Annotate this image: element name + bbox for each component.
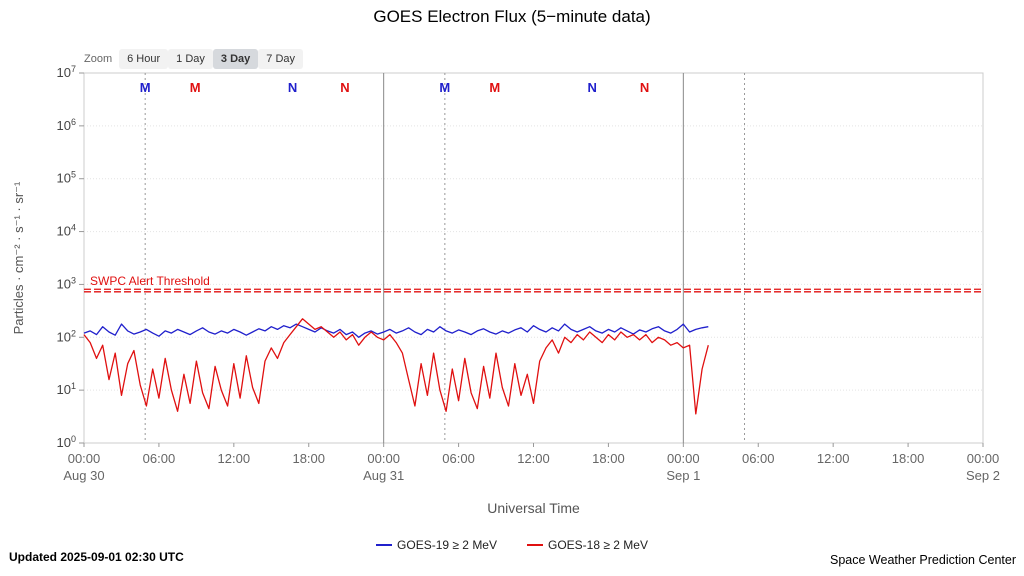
- plot-border: [83, 72, 984, 444]
- x-tick-label: 06:00: [442, 451, 475, 466]
- zoom-controls: Zoom 6 Hour 1 Day 3 Day 7 Day: [84, 49, 304, 69]
- marker-n: N: [340, 80, 349, 95]
- y-tick-label: 103: [57, 275, 76, 291]
- zoom-button-6-hour[interactable]: 6 Hour: [119, 49, 169, 69]
- y-tick-label: 104: [57, 223, 76, 239]
- x-tick-label: 18:00: [592, 451, 625, 466]
- zoom-label: Zoom: [84, 53, 113, 65]
- x-tick-label: 18:00: [892, 451, 925, 466]
- x-date-label: Sep 1: [666, 468, 700, 483]
- x-date-label: Aug 30: [63, 468, 104, 483]
- x-tick-label: 06:00: [742, 451, 775, 466]
- x-date-label: Aug 31: [363, 468, 404, 483]
- marker-n: N: [640, 80, 649, 95]
- x-tick-label: 06:00: [143, 451, 176, 466]
- marker-m: M: [190, 80, 201, 95]
- x-date-label: Sep 2: [966, 468, 1000, 483]
- y-tick-label: 107: [57, 64, 76, 80]
- chart-title: GOES Electron Flux (5−minute data): [373, 7, 651, 26]
- x-tick-label: 12:00: [517, 451, 550, 466]
- x-tick-label: 12:00: [218, 451, 251, 466]
- x-tick-label: 00:00: [68, 451, 101, 466]
- x-tick-label: 12:00: [817, 451, 850, 466]
- legend: GOES-19 ≥ 2 MeV GOES-18 ≥ 2 MeV: [0, 538, 1024, 552]
- series-line-0: [83, 323, 709, 338]
- marker-m: M: [439, 80, 450, 95]
- y-axis-title: Particles · cm⁻² · s⁻¹ · sr⁻¹: [11, 181, 26, 334]
- y-tick-label: 105: [57, 170, 76, 186]
- legend-swatch: [376, 544, 393, 546]
- zoom-buttons-group: 6 Hour 1 Day 3 Day 7 Day: [119, 49, 304, 69]
- marker-n: N: [288, 80, 297, 95]
- marker-m: M: [140, 80, 151, 95]
- zoom-button-3-day[interactable]: 3 Day: [212, 49, 259, 69]
- threshold-label: SWPC Alert Threshold: [90, 274, 210, 288]
- series-line-1: [83, 318, 709, 415]
- marker-n: N: [587, 80, 596, 95]
- legend-label: GOES-18 ≥ 2 MeV: [548, 538, 648, 552]
- zoom-button-1-day[interactable]: 1 Day: [168, 49, 213, 69]
- credit-text: Space Weather Prediction Center: [830, 553, 1016, 567]
- updated-text: Updated 2025-09-01 02:30 UTC: [9, 550, 184, 564]
- legend-item[interactable]: GOES-18 ≥ 2 MeV: [527, 538, 648, 552]
- legend-item[interactable]: GOES-19 ≥ 2 MeV: [376, 538, 497, 552]
- y-tick-label: 101: [57, 381, 76, 397]
- y-tick-label: 106: [57, 117, 76, 133]
- x-axis-title: Universal Time: [487, 500, 580, 516]
- x-tick-label: 00:00: [667, 451, 700, 466]
- legend-swatch: [527, 544, 543, 546]
- x-tick-label: 18:00: [292, 451, 325, 466]
- marker-m: M: [489, 80, 500, 95]
- y-tick-label: 102: [57, 328, 76, 344]
- legend-label: GOES-19 ≥ 2 MeV: [397, 538, 497, 552]
- x-tick-label: 00:00: [967, 451, 1000, 466]
- x-tick-label: 00:00: [367, 451, 400, 466]
- zoom-button-7-day[interactable]: 7 Day: [258, 49, 304, 69]
- y-tick-label: 100: [57, 434, 76, 450]
